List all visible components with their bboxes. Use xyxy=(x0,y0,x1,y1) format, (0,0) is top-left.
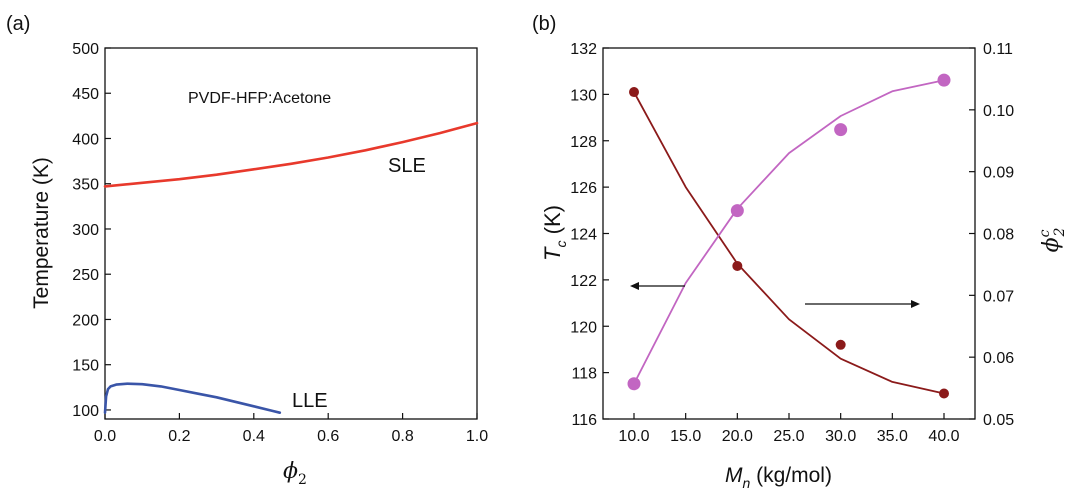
panel-b-series xyxy=(627,73,951,399)
left-axis-arrow xyxy=(630,282,685,290)
panel-a-y-tick-label: 500 xyxy=(72,41,99,58)
panel-b-x-tick-label: 35.0 xyxy=(877,428,908,445)
panel-a-y-tick-label: 400 xyxy=(72,131,99,148)
panel-b: (b) 10.0 15.0 20.0 25.0 30.0 35.0 40.0 116 118 12… xyxy=(532,13,1068,491)
panel-b-left-y-tick-label: 120 xyxy=(570,319,597,336)
panel-b-x-tick-label: 25.0 xyxy=(773,428,804,445)
panel-a-frame xyxy=(104,47,478,420)
panel-b-left-y-axis-label: Tc (K) xyxy=(540,205,569,261)
tc-fit-curve xyxy=(633,91,945,395)
panel-a-x-tick-label: 0.4 xyxy=(243,428,265,445)
panel-b-left-y-tick-label: 130 xyxy=(570,87,597,104)
panel-b-x-tick-label: 30.0 xyxy=(825,428,856,445)
panel-a-y-tick-label: 250 xyxy=(72,267,99,284)
panel-a-series xyxy=(103,121,479,415)
panel-a-annotation: PVDF-HFP:Acetone xyxy=(188,90,331,107)
phi-fit-curve xyxy=(633,79,945,385)
panel-a-y-tick-label: 150 xyxy=(72,358,99,375)
tc-data-point xyxy=(732,260,743,271)
panel-a-y-tick-label: 100 xyxy=(72,403,99,420)
tc-data-point xyxy=(939,388,949,399)
panel-b-right-y-tick-label: 0.07 xyxy=(983,288,1014,305)
panel-b-right-y-tick-label: 0.11 xyxy=(983,41,1013,58)
panel-a-y-axis-label: Temperature (K) xyxy=(30,157,53,309)
tc-data-point xyxy=(629,87,639,98)
panel-a-x-tick-label: 0.0 xyxy=(94,428,116,445)
panel-b-ticks: 10.0 15.0 20.0 25.0 30.0 35.0 40.0 116 118 120 122… xyxy=(570,41,1014,445)
panel-b-left-y-tick-label: 116 xyxy=(571,412,597,429)
panel-a-x-axis-label: ϕ2 xyxy=(283,459,307,488)
sle-curve xyxy=(103,121,479,188)
phi-data-point xyxy=(834,123,848,137)
panel-b-x-axis-label: Mn (kg/mol) xyxy=(725,464,832,491)
panel-a-x-tick-label: 0.8 xyxy=(391,428,413,445)
panel-b-left-y-tick-label: 124 xyxy=(570,227,597,244)
panel-b-x-tick-label: 20.0 xyxy=(722,428,753,445)
panel-b-x-tick-label: 10.0 xyxy=(618,428,649,445)
tc-data-point xyxy=(835,339,846,350)
panel-b-left-y-tick-label: 126 xyxy=(570,180,597,197)
lle-series-label: LLE xyxy=(292,390,328,412)
panel-a: (a) 0.0 0.2 0.4 0.6 0.8 1.0 100 150 200 250 300 350… xyxy=(6,13,488,488)
right-axis-arrow xyxy=(805,300,920,308)
panel-b-right-y-tick-label: 0.06 xyxy=(983,350,1014,367)
panel-b-right-y-tick-label: 0.08 xyxy=(983,227,1014,244)
panel-b-right-y-axis-label: ϕc2 xyxy=(1037,228,1068,253)
phi-data-point xyxy=(730,204,744,218)
panel-a-y-tick-label: 450 xyxy=(72,86,99,103)
phi-data-point xyxy=(937,73,951,87)
sle-series-label: SLE xyxy=(388,155,426,177)
panel-b-left-y-tick-label: 122 xyxy=(570,273,597,290)
panel-a-x-tick-label: 0.2 xyxy=(168,428,190,445)
panel-b-right-y-tick-label: 0.05 xyxy=(983,412,1014,429)
panel-b-frame xyxy=(602,47,976,420)
panel-a-y-tick-label: 350 xyxy=(72,177,99,194)
panel-a-label: (a) xyxy=(6,13,30,35)
panel-b-left-y-tick-label: 128 xyxy=(570,134,597,151)
panel-a-ticks: 0.0 0.2 0.4 0.6 0.8 1.0 100 150 200 250 300 350 400 4… xyxy=(72,41,488,445)
phi-data-point xyxy=(627,377,641,391)
panel-b-right-y-tick-label: 0.09 xyxy=(983,165,1014,182)
panel-a-x-tick-label: 0.6 xyxy=(317,428,339,445)
panel-b-label: (b) xyxy=(532,13,556,35)
panel-a-x-tick-label: 1.0 xyxy=(466,428,488,445)
panel-a-y-tick-label: 300 xyxy=(72,222,99,239)
panel-b-left-y-tick-label: 118 xyxy=(571,366,597,383)
panel-b-x-tick-label: 40.0 xyxy=(928,428,959,445)
panel-b-right-y-tick-label: 0.10 xyxy=(983,103,1014,120)
lle-curve xyxy=(103,382,282,415)
panel-b-left-y-tick-label: 132 xyxy=(570,41,597,58)
panel-a-y-tick-label: 200 xyxy=(72,312,99,329)
panel-b-x-tick-label: 15.0 xyxy=(670,428,701,445)
